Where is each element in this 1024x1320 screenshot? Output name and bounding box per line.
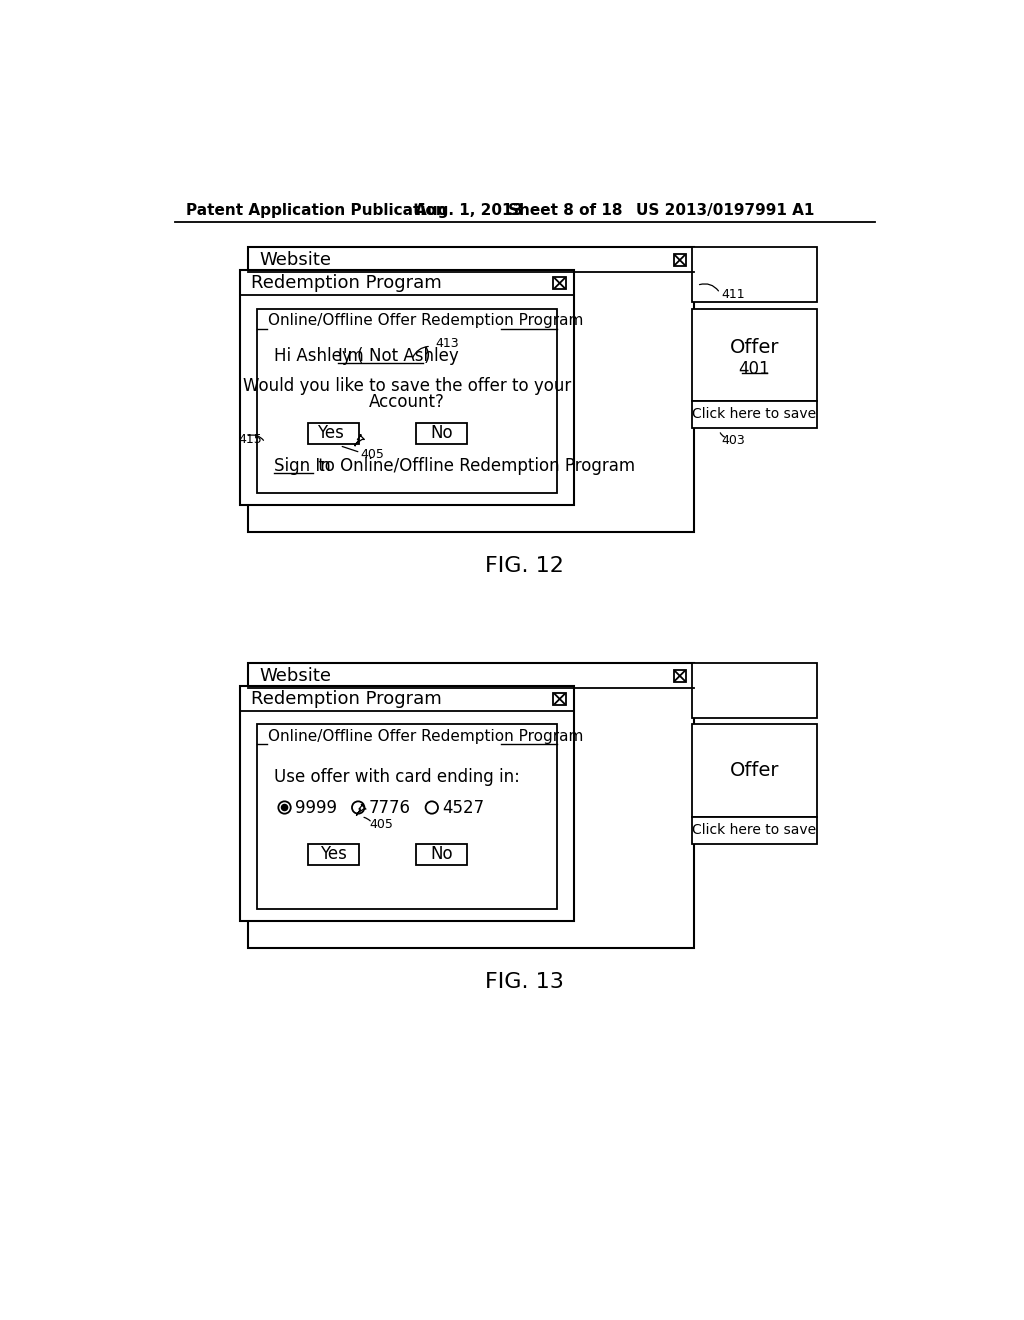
- Text: 401: 401: [738, 359, 770, 378]
- Bar: [417, 422, 467, 444]
- Circle shape: [282, 804, 288, 810]
- Bar: [692, 247, 817, 302]
- Bar: [692, 663, 817, 718]
- Bar: [248, 663, 693, 948]
- Text: 9999: 9999: [295, 799, 337, 817]
- Text: 403: 403: [722, 434, 745, 446]
- Bar: [257, 309, 557, 494]
- Text: Patent Application Publication: Patent Application Publication: [186, 203, 446, 218]
- Text: Sheet 8 of 18: Sheet 8 of 18: [508, 203, 623, 218]
- Text: No: No: [430, 424, 454, 442]
- Bar: [692, 401, 817, 428]
- Text: Would you like to save the offer to your: Would you like to save the offer to your: [243, 376, 571, 395]
- Bar: [692, 725, 817, 817]
- Text: Online/Offline Offer Redemption Program: Online/Offline Offer Redemption Program: [268, 313, 584, 329]
- Bar: [692, 817, 817, 843]
- Text: FIG. 12: FIG. 12: [485, 557, 564, 577]
- Text: Aug. 1, 2013: Aug. 1, 2013: [415, 203, 523, 218]
- Text: 415: 415: [238, 433, 262, 446]
- Bar: [257, 725, 557, 909]
- Text: Sign In: Sign In: [274, 458, 331, 475]
- Text: 405: 405: [360, 447, 384, 461]
- Text: I'm Not Ashley: I'm Not Ashley: [338, 347, 459, 366]
- Text: Click here to save: Click here to save: [692, 407, 816, 421]
- Text: to Online/Offline Redemption Program: to Online/Offline Redemption Program: [313, 458, 635, 475]
- Text: Click here to save: Click here to save: [692, 822, 816, 837]
- Text: Account?: Account?: [369, 393, 445, 412]
- Text: No: No: [430, 846, 454, 863]
- Bar: [248, 247, 693, 532]
- Text: US 2013/0197991 A1: US 2013/0197991 A1: [636, 203, 814, 218]
- Text: Yes: Yes: [319, 846, 347, 863]
- Text: Yes: Yes: [316, 424, 344, 442]
- Text: FIG. 13: FIG. 13: [485, 973, 564, 993]
- Bar: [308, 422, 359, 444]
- Text: 405: 405: [370, 818, 393, 832]
- Bar: [554, 693, 566, 705]
- Text: 411: 411: [722, 288, 745, 301]
- Text: 4527: 4527: [442, 799, 484, 817]
- Bar: [692, 309, 817, 401]
- Text: ): ): [423, 347, 430, 366]
- Text: Redemption Program: Redemption Program: [251, 690, 442, 708]
- Bar: [554, 277, 566, 289]
- Text: Use offer with card ending in:: Use offer with card ending in:: [274, 768, 520, 785]
- Text: Website: Website: [259, 667, 331, 685]
- Text: Offer: Offer: [729, 338, 779, 356]
- Text: Website: Website: [259, 251, 331, 269]
- Bar: [241, 686, 573, 921]
- Bar: [308, 843, 359, 866]
- Text: Offer: Offer: [729, 762, 779, 780]
- Text: Online/Offline Offer Redemption Program: Online/Offline Offer Redemption Program: [268, 729, 584, 744]
- Bar: [674, 669, 686, 682]
- Text: 413: 413: [435, 338, 459, 351]
- Text: 7776: 7776: [369, 799, 411, 817]
- Bar: [417, 843, 467, 866]
- Bar: [241, 271, 573, 506]
- Text: Hi Ashley (: Hi Ashley (: [274, 347, 364, 366]
- Bar: [674, 253, 686, 267]
- Text: Redemption Program: Redemption Program: [251, 275, 442, 292]
